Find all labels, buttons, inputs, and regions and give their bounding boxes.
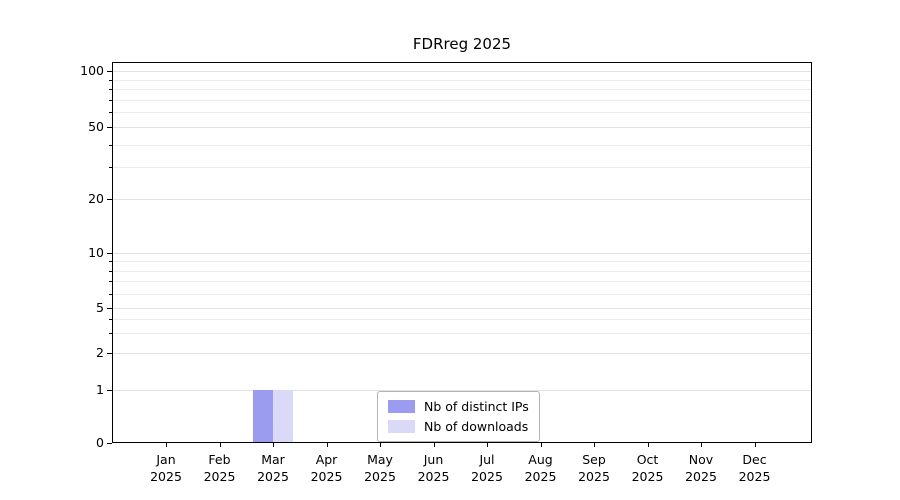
- bar-distinct-ips: [253, 390, 273, 443]
- legend-label: Nb of downloads: [424, 419, 529, 434]
- y-minor-tick-mark: [109, 318, 112, 320]
- plot-area: [112, 62, 812, 443]
- y-tick-label: 50: [88, 118, 104, 134]
- legend-label: Nb of distinct IPs: [424, 399, 529, 414]
- gridline-minor: [112, 261, 812, 263]
- y-tick-mark: [107, 127, 112, 128]
- x-tick-label: Jun 2025: [417, 452, 450, 484]
- gridline: [112, 353, 812, 354]
- x-tick-label: Nov 2025: [685, 452, 717, 484]
- legend-swatch: [388, 420, 415, 433]
- gridline: [112, 199, 812, 200]
- gridline-minor: [112, 144, 812, 146]
- y-tick-mark: [107, 308, 112, 309]
- x-tick-mark: [219, 443, 221, 447]
- x-tick-label: Jan 2025: [150, 452, 182, 484]
- gridline: [112, 253, 812, 254]
- x-tick-label: Oct 2025: [631, 452, 664, 484]
- x-tick-label: Apr 2025: [310, 452, 343, 484]
- bar-downloads: [273, 390, 293, 443]
- y-minor-tick-mark: [109, 89, 112, 91]
- x-tick-mark: [540, 443, 542, 447]
- chart-title: FDRreg 2025: [412, 35, 512, 53]
- y-minor-tick-mark: [109, 144, 112, 146]
- x-tick-label: May 2025: [364, 452, 396, 484]
- x-tick-mark: [380, 443, 381, 447]
- y-minor-tick-mark: [109, 167, 112, 169]
- x-tick-mark: [273, 443, 274, 447]
- y-minor-tick-mark: [109, 112, 112, 114]
- x-tick-label: Jul 2025: [471, 452, 503, 484]
- gridline-minor: [112, 167, 812, 169]
- gridline-minor: [112, 333, 812, 335]
- x-tick-label: Mar 2025: [257, 452, 289, 484]
- gridline-minor: [112, 281, 812, 283]
- y-tick-mark: [107, 390, 112, 391]
- legend-swatch: [388, 400, 415, 413]
- x-tick-mark: [433, 443, 435, 447]
- y-tick-mark: [107, 253, 112, 254]
- gridline-minor: [112, 99, 812, 101]
- y-tick-mark: [107, 71, 112, 72]
- x-tick-mark: [701, 443, 702, 447]
- y-minor-tick-mark: [109, 270, 112, 272]
- y-minor-tick-mark: [109, 281, 112, 283]
- legend-item: Nb of downloads: [388, 419, 529, 434]
- gridline: [112, 308, 812, 309]
- y-tick-label: 20: [88, 190, 104, 206]
- y-tick-mark: [107, 443, 112, 444]
- y-tick-mark: [107, 353, 112, 354]
- y-tick-label: 2: [96, 344, 104, 360]
- y-tick-label: 5: [96, 299, 104, 315]
- x-tick-mark: [594, 443, 595, 447]
- x-tick-mark: [754, 443, 756, 447]
- y-minor-tick-mark: [109, 99, 112, 101]
- y-tick-label: 0: [96, 434, 104, 450]
- y-tick-label: 10: [88, 244, 104, 260]
- y-minor-tick-mark: [109, 261, 112, 263]
- x-tick-mark: [326, 443, 328, 447]
- y-minor-tick-mark: [109, 293, 112, 295]
- y-minor-tick-mark: [109, 333, 112, 335]
- x-tick-mark: [487, 443, 488, 447]
- x-tick-label: Sep 2025: [578, 452, 610, 484]
- gridline-minor: [112, 270, 812, 272]
- y-minor-tick-mark: [109, 79, 112, 81]
- x-tick-label: Aug 2025: [524, 452, 557, 484]
- legend: Nb of distinct IPs Nb of downloads: [377, 391, 540, 442]
- x-tick-mark: [647, 443, 649, 447]
- gridline-minor: [112, 79, 812, 81]
- y-tick-label: 100: [80, 62, 104, 78]
- x-tick-mark: [166, 443, 167, 447]
- gridline-minor: [112, 318, 812, 320]
- y-tick-label: 1: [96, 381, 104, 397]
- gridline-minor: [112, 293, 812, 295]
- gridline: [112, 127, 812, 128]
- gridline-minor: [112, 89, 812, 91]
- x-tick-label: Feb 2025: [203, 452, 236, 484]
- y-tick-mark: [107, 199, 112, 200]
- x-tick-label: Dec 2025: [738, 452, 771, 484]
- gridline: [112, 390, 812, 391]
- gridline-minor: [112, 112, 812, 114]
- gridline: [112, 71, 812, 72]
- legend-item: Nb of distinct IPs: [388, 399, 529, 414]
